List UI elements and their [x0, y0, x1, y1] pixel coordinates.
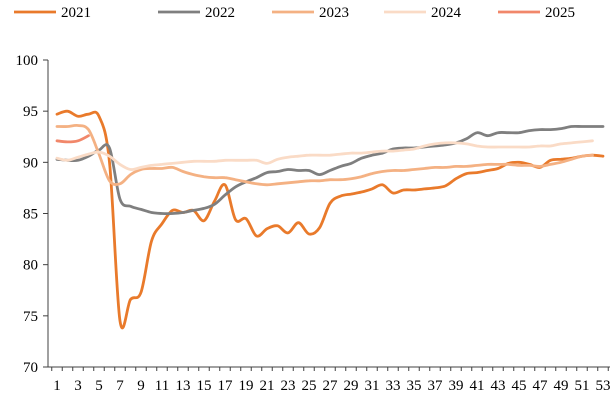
x-tick-label: 15 [197, 378, 212, 394]
series-line-2023 [55, 123, 594, 187]
y-tick-label: 75 [23, 309, 38, 325]
legend-label: 2021 [61, 5, 91, 21]
series-line-2024 [55, 139, 594, 171]
x-tick-label: 41 [470, 378, 485, 394]
legend-item-2025: 2025 [498, 5, 575, 21]
x-tick-label: 47 [533, 378, 549, 394]
y-tick-label: 100 [16, 53, 39, 69]
series-line-2021 [55, 109, 605, 330]
legend-item-2024: 2024 [384, 5, 462, 21]
x-tick-label: 37 [428, 378, 444, 394]
x-tick-label: 27 [323, 378, 339, 394]
x-tick-label: 39 [449, 378, 464, 394]
legend-item-2021: 2021 [14, 5, 91, 21]
series-line-2022 [55, 124, 605, 216]
x-tick-label: 13 [176, 378, 191, 394]
legend-label: 2022 [205, 5, 235, 21]
x-tick-label: 9 [137, 378, 145, 394]
x-tick-label: 1 [53, 378, 61, 394]
y-tick-label: 70 [23, 360, 38, 376]
x-tick-label: 21 [260, 378, 275, 394]
x-tick-label: 7 [116, 378, 124, 394]
x-tick-label: 43 [491, 378, 506, 394]
x-tick-label: 49 [554, 378, 569, 394]
x-tick-label: 45 [512, 378, 527, 394]
y-tick-label: 95 [23, 104, 38, 120]
y-tick-label: 90 [23, 155, 38, 171]
x-tick-label: 33 [386, 378, 401, 394]
x-tick-label: 31 [365, 378, 380, 394]
legend-label: 2024 [431, 5, 462, 21]
x-tick-label: 35 [407, 378, 422, 394]
x-tick-label: 5 [95, 378, 103, 394]
x-tick-label: 17 [218, 378, 234, 394]
x-tick-label: 51 [575, 378, 590, 394]
y-tick-label: 80 [23, 258, 38, 274]
x-tick-label: 25 [302, 378, 317, 394]
x-tick-label: 53 [596, 378, 611, 394]
legend-label: 2025 [545, 5, 575, 21]
series-line-2025 [55, 134, 90, 144]
legend-item-2022: 2022 [158, 5, 235, 21]
legend-label: 2023 [319, 5, 349, 21]
x-tick-label: 3 [74, 378, 82, 394]
x-tick-label: 19 [239, 378, 254, 394]
y-tick-label: 85 [23, 207, 38, 223]
x-tick-label: 23 [281, 378, 296, 394]
x-tick-label: 29 [344, 378, 359, 394]
x-tick-label: 11 [155, 378, 169, 394]
legend-item-2023: 2023 [272, 5, 349, 21]
series-lines [55, 109, 605, 330]
legend: 2021 2022 2023 2024 2025 [14, 5, 575, 21]
